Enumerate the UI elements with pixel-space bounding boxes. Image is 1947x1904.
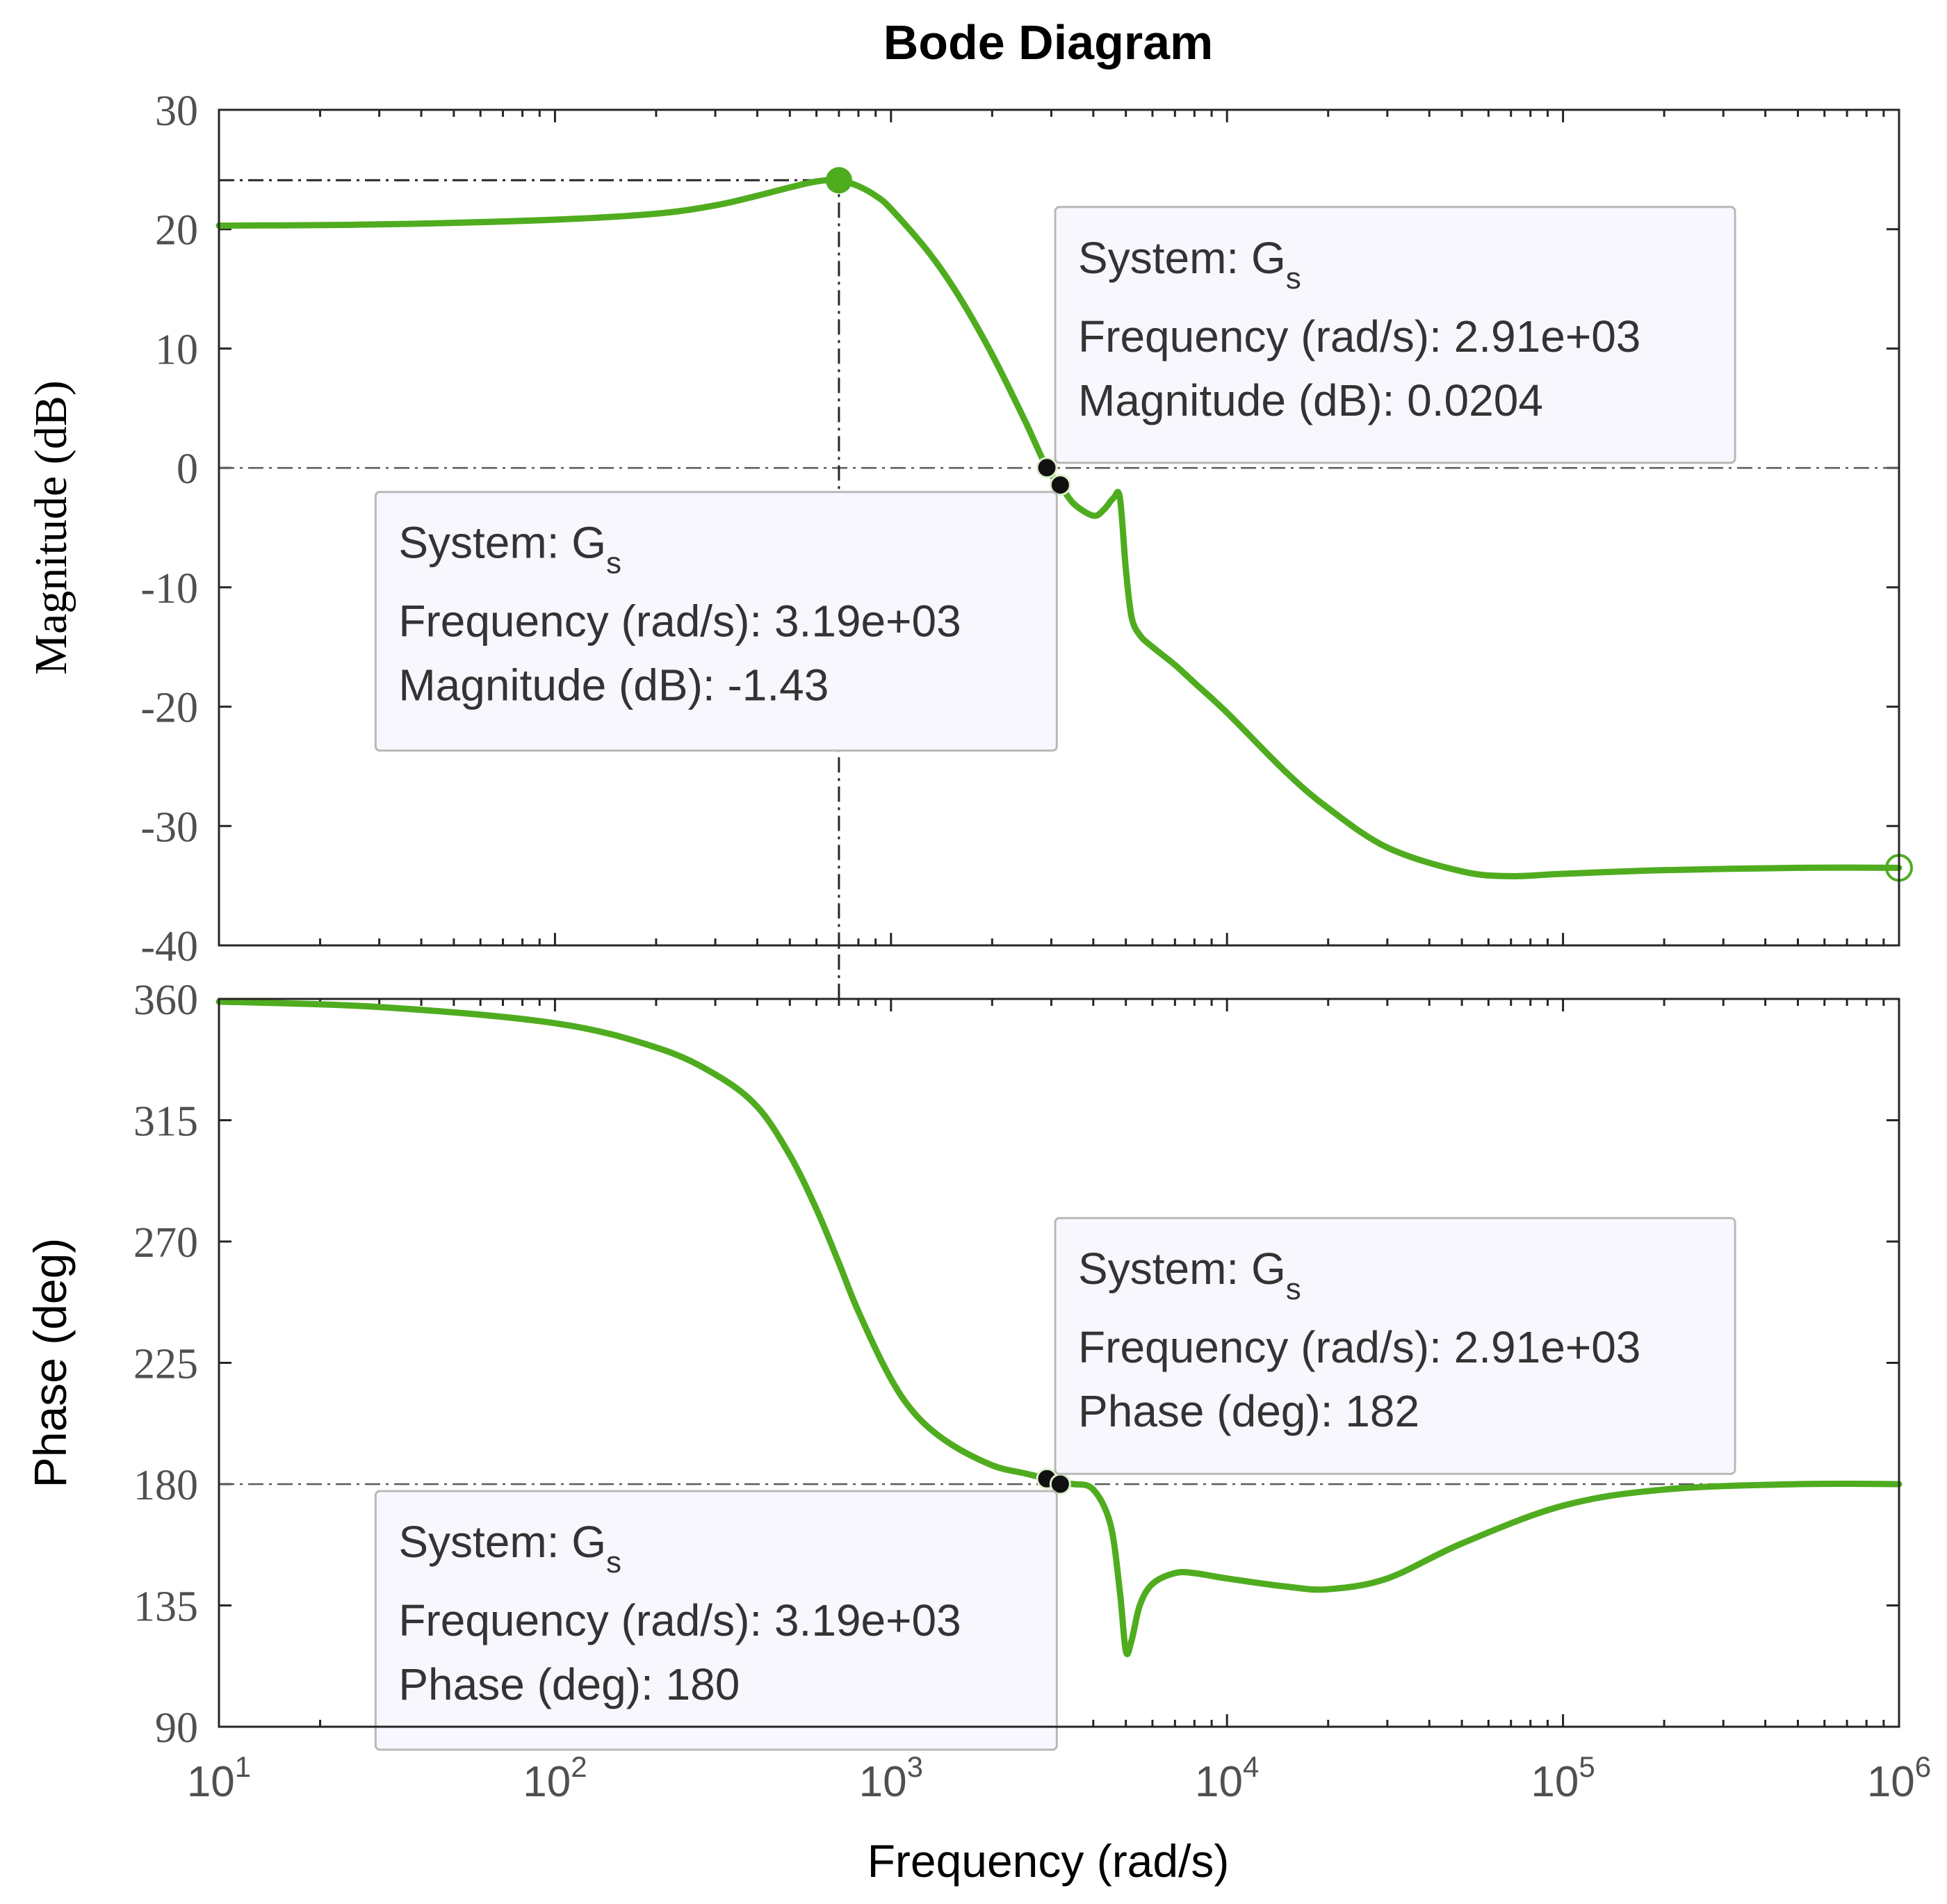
- datatip-value-label: Magnitude (dB): 0.0204: [1078, 375, 1543, 425]
- x-tick-label: 102: [523, 1750, 587, 1806]
- phase-axes-frame: [218, 998, 1900, 1728]
- phase-ytick-label: 315: [133, 1098, 198, 1146]
- magnitude-ytick-label: -20: [140, 685, 198, 732]
- magnitude-ytick-label: 10: [155, 326, 198, 373]
- phase-ytick-label: 270: [133, 1219, 198, 1267]
- magnitude-ytick-label: -40: [140, 923, 198, 970]
- magnitude-ytick-label: -10: [140, 565, 198, 612]
- magnitude-axes-frame: [218, 108, 1900, 947]
- datatip-marker[interactable]: [1036, 457, 1058, 479]
- datatip-value-label: Magnitude (dB): -1.43: [398, 660, 829, 710]
- phase-ytick-label: 180: [133, 1462, 198, 1509]
- phase-y-axis-label: Phase (deg): [24, 1238, 76, 1488]
- phase-ytick-label: 225: [133, 1341, 198, 1388]
- magnitude-y-axis-label: Magnitude (dB): [26, 380, 76, 674]
- datatip-box: [374, 1490, 1058, 1751]
- datatip-frequency-label: Frequency (rad/s): 3.19e+03: [398, 596, 961, 646]
- datatip-box: [1054, 206, 1736, 464]
- x-tick-label: 105: [1531, 1750, 1595, 1806]
- x-tick-label: 106: [1867, 1750, 1931, 1806]
- datatip-value-label: Phase (deg): 182: [1078, 1386, 1419, 1436]
- datatip-box: [374, 491, 1058, 752]
- datatip-box: [1054, 1217, 1736, 1475]
- magnitude-ytick-label: 20: [155, 207, 198, 254]
- phase-ytick-label: 135: [133, 1584, 198, 1631]
- phase-series-line: [215, 998, 1903, 1657]
- datatip-frequency-label: Frequency (rad/s): 2.91e+03: [1078, 311, 1640, 361]
- x-axis-label: Frequency (rad/s): [867, 1835, 1230, 1887]
- datatip-frequency-label: Frequency (rad/s): 2.91e+03: [1078, 1322, 1640, 1372]
- x-tick-label: 101: [187, 1750, 251, 1806]
- magnitude-ytick-label: 30: [155, 88, 198, 135]
- magnitude-ytick-label: -30: [140, 804, 198, 851]
- datatip-frequency-label: Frequency (rad/s): 3.19e+03: [398, 1595, 961, 1645]
- peak-marker[interactable]: [825, 167, 852, 194]
- datatip-marker[interactable]: [1049, 474, 1071, 496]
- chart-title: Bode Diagram: [883, 15, 1214, 70]
- phase-ytick-label: 360: [133, 977, 198, 1024]
- magnitude-series-line: [215, 177, 1903, 879]
- x-tick-label: 103: [859, 1750, 923, 1806]
- magnitude-ytick-label: 0: [177, 446, 198, 493]
- phase-ytick-label: 90: [155, 1704, 198, 1752]
- datatip-value-label: Phase (deg): 180: [398, 1659, 740, 1709]
- x-tick-label: 104: [1195, 1750, 1259, 1806]
